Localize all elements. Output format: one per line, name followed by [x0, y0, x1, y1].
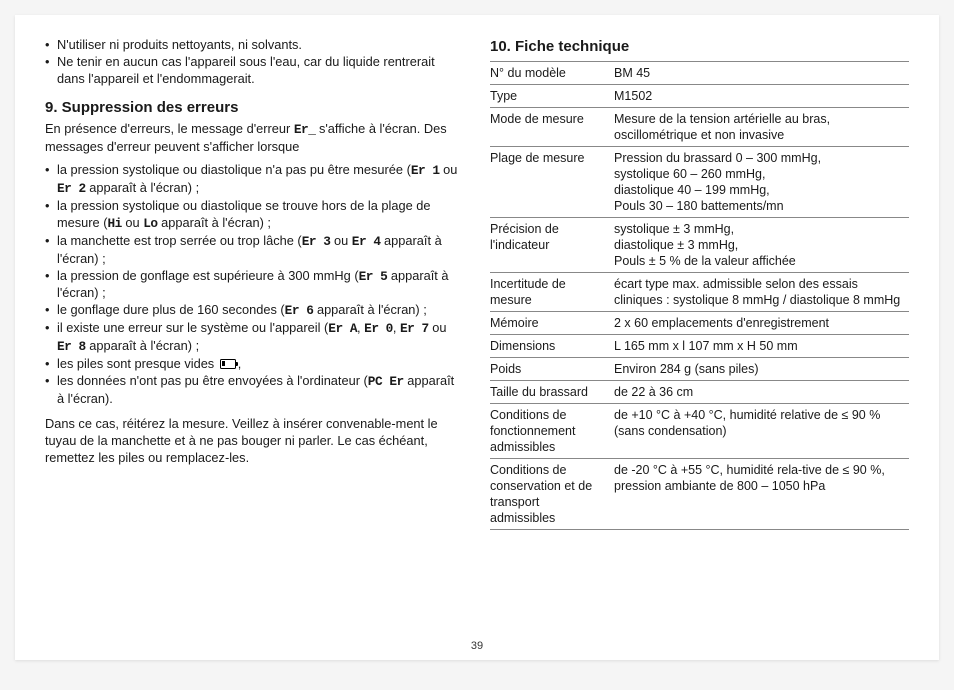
text: ,	[238, 356, 242, 371]
spec-value: systolique ± 3 mmHg, diastolique ± 3 mmH…	[614, 217, 909, 272]
text: les données n'ont pas pu être envoyées à…	[57, 373, 368, 388]
list-item: les données n'ont pas pu être envoyées à…	[45, 373, 464, 408]
text: la manchette est trop serrée ou trop lâc…	[57, 233, 302, 248]
error-code: Er 0	[364, 321, 393, 336]
error-code: Er A	[328, 321, 357, 336]
list-item: les piles sont presque vides ,	[45, 356, 464, 373]
spec-key: Poids	[490, 357, 614, 380]
list-item: la pression de gonflage est supérieure à…	[45, 268, 464, 303]
spec-key: Taille du brassard	[490, 380, 614, 403]
section-heading-9: 9. Suppression des erreurs	[45, 98, 464, 118]
spec-value: Environ 284 g (sans piles)	[614, 357, 909, 380]
text: il existe une erreur sur le système ou l…	[57, 320, 328, 335]
spec-value: de -20 °C à +55 °C, humidité rela-tive d…	[614, 458, 909, 529]
section-heading-10: 10. Fiche technique	[490, 37, 909, 57]
list-item: la manchette est trop serrée ou trop lâc…	[45, 233, 464, 268]
table-row: Précision de l'indicateursystolique ± 3 …	[490, 217, 909, 272]
error-code: Er 1	[411, 163, 440, 178]
spec-value: de 22 à 36 cm	[614, 380, 909, 403]
document-page: N'utiliser ni produits nettoyants, ni so…	[15, 15, 939, 660]
spec-key: Incertitude de mesure	[490, 272, 614, 311]
spec-key: Conditions de fonctionnement admissibles	[490, 403, 614, 458]
spec-key: Conditions de conservation et de transpo…	[490, 458, 614, 529]
cleaning-bullets: N'utiliser ni produits nettoyants, ni so…	[45, 37, 464, 88]
intro-paragraph: En présence d'erreurs, le message d'erre…	[45, 121, 464, 156]
spec-value: L 165 mm x l 107 mm x H 50 mm	[614, 334, 909, 357]
spec-key: Type	[490, 84, 614, 107]
error-code: Er 7	[400, 321, 429, 336]
error-code: Er 3	[302, 234, 331, 249]
text: la pression de gonflage est supérieure à…	[57, 268, 359, 283]
text: les piles sont presque vides	[57, 356, 218, 371]
spec-value: BM 45	[614, 61, 909, 84]
error-code: Hi	[108, 216, 122, 231]
spec-key: Dimensions	[490, 334, 614, 357]
spec-table: N° du modèleBM 45TypeM1502Mode de mesure…	[490, 61, 909, 530]
two-column-layout: N'utiliser ni produits nettoyants, ni so…	[45, 37, 909, 627]
spec-value: Pression du brassard 0 – 300 mmHg, systo…	[614, 146, 909, 217]
spec-key: Mémoire	[490, 311, 614, 334]
text: En présence d'erreurs, le message d'erre…	[45, 121, 294, 136]
text: ou	[440, 162, 458, 177]
list-item: N'utiliser ni produits nettoyants, ni so…	[45, 37, 464, 54]
table-row: DimensionsL 165 mm x l 107 mm x H 50 mm	[490, 334, 909, 357]
table-row: Plage de mesurePression du brassard 0 – …	[490, 146, 909, 217]
spec-value: 2 x 60 emplacements d'enregistrement	[614, 311, 909, 334]
list-item: il existe une erreur sur le système ou l…	[45, 320, 464, 356]
list-item: le gonflage dure plus de 160 secondes (E…	[45, 302, 464, 320]
table-row: Mode de mesureMesure de la tension artér…	[490, 107, 909, 146]
left-column: N'utiliser ni produits nettoyants, ni so…	[45, 37, 464, 627]
spec-key: Précision de l'indicateur	[490, 217, 614, 272]
table-row: TypeM1502	[490, 84, 909, 107]
table-row: Conditions de conservation et de transpo…	[490, 458, 909, 529]
spec-value: de +10 °C à +40 °C, humidité relative de…	[614, 403, 909, 458]
error-code: Er 4	[352, 234, 381, 249]
table-row: PoidsEnviron 284 g (sans piles)	[490, 357, 909, 380]
spec-value: M1502	[614, 84, 909, 107]
text: la pression systolique ou diastolique n'…	[57, 162, 411, 177]
text: apparaît à l'écran) ;	[86, 338, 199, 353]
error-code: PC Er	[368, 374, 404, 389]
error-list: la pression systolique ou diastolique n'…	[45, 162, 464, 407]
spec-value: Mesure de la tension artérielle au bras,…	[614, 107, 909, 146]
table-row: N° du modèleBM 45	[490, 61, 909, 84]
text: le gonflage dure plus de 160 secondes (	[57, 302, 285, 317]
spec-key: N° du modèle	[490, 61, 614, 84]
list-item: la pression systolique ou diastolique se…	[45, 198, 464, 233]
spec-value: écart type max. admissible selon des ess…	[614, 272, 909, 311]
list-item: Ne tenir en aucun cas l'appareil sous l'…	[45, 54, 464, 88]
table-row: Mémoire2 x 60 emplacements d'enregistrem…	[490, 311, 909, 334]
error-code: Lo	[143, 216, 157, 231]
outro-paragraph: Dans ce cas, réitérez la mesure. Veillez…	[45, 416, 464, 467]
text: ,	[393, 320, 400, 335]
error-code: Er 5	[359, 269, 388, 284]
table-row: Incertitude de mesureécart type max. adm…	[490, 272, 909, 311]
text: apparaît à l'écran) ;	[158, 215, 271, 230]
page-number: 39	[15, 640, 939, 652]
spec-key: Plage de mesure	[490, 146, 614, 217]
right-column: 10. Fiche technique N° du modèleBM 45Typ…	[490, 37, 909, 627]
text: apparaît à l'écran) ;	[313, 302, 426, 317]
error-code: Er 6	[285, 303, 314, 318]
text: apparaît à l'écran) ;	[86, 180, 199, 195]
table-row: Taille du brassardde 22 à 36 cm	[490, 380, 909, 403]
text: ou	[122, 215, 143, 230]
battery-low-icon	[220, 359, 236, 369]
list-item: la pression systolique ou diastolique n'…	[45, 162, 464, 198]
table-row: Conditions de fonctionnement admissibles…	[490, 403, 909, 458]
error-code: Er 2	[57, 181, 86, 196]
text: ou	[429, 320, 447, 335]
spec-key: Mode de mesure	[490, 107, 614, 146]
text: ou	[330, 233, 351, 248]
error-code: Er_	[294, 122, 316, 137]
error-code: Er 8	[57, 339, 86, 354]
